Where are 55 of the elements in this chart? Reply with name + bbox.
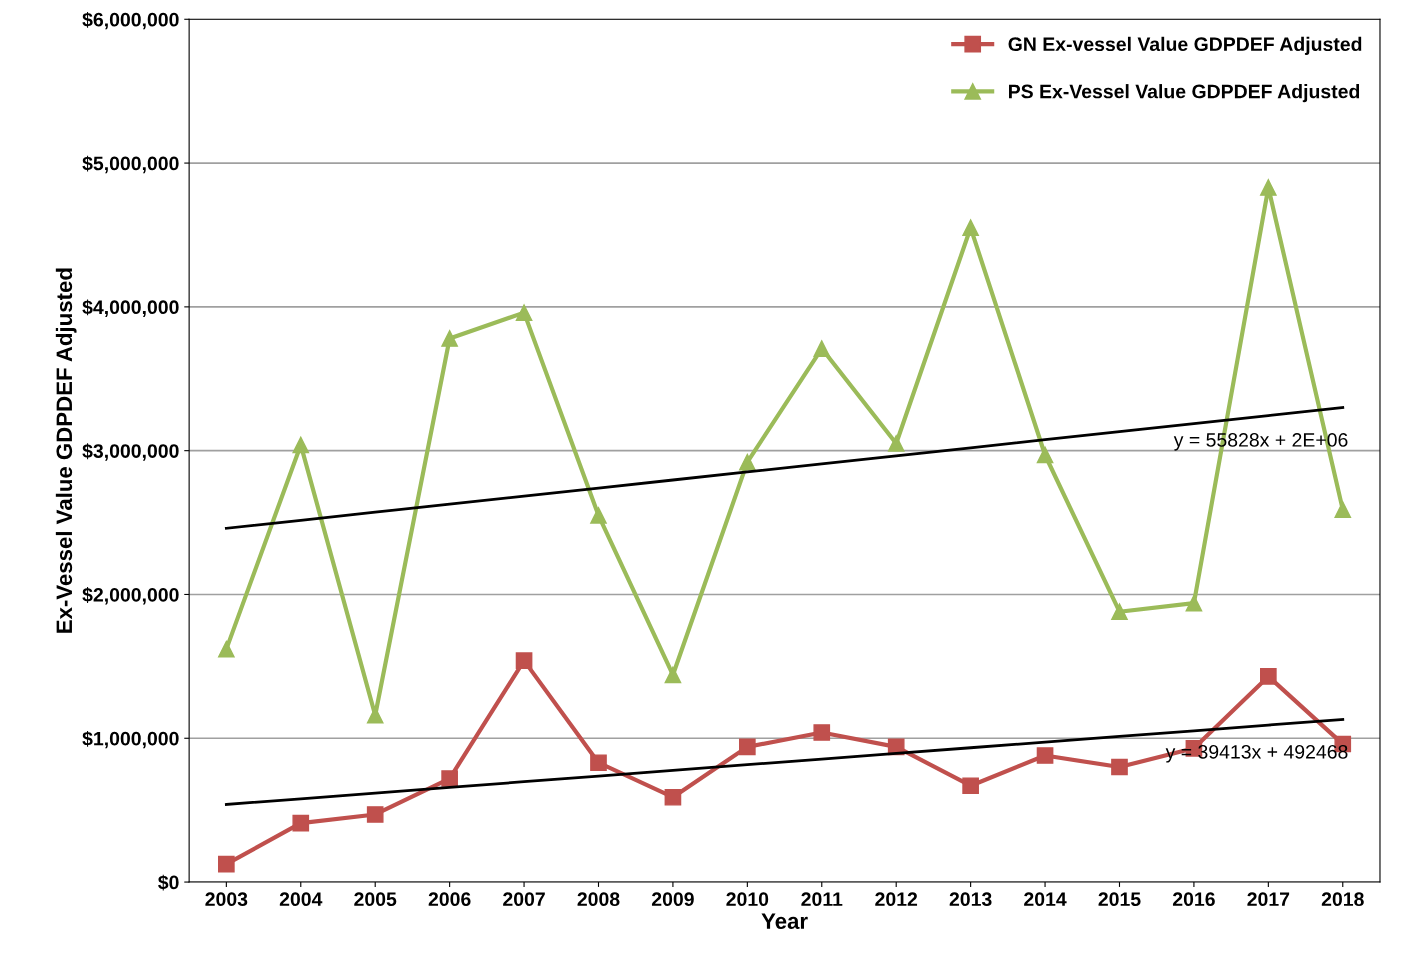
y-tick-label: $1,000,000 xyxy=(82,730,179,749)
point xyxy=(887,435,905,452)
x-tick-label: 2014 xyxy=(1024,892,1067,907)
x-tick-label: 2004 xyxy=(279,892,323,907)
legend-label: GN Ex-vessel Value GDPDEF Adjusted xyxy=(1008,36,1362,55)
point xyxy=(813,340,831,357)
x-tick-label: 2017 xyxy=(1247,892,1290,907)
x-tick-label: 2015 xyxy=(1098,892,1141,907)
point xyxy=(292,814,310,832)
point xyxy=(590,507,607,524)
y-tick-label: $3,000,000 xyxy=(82,443,179,461)
x-tick-label: 2012 xyxy=(875,892,918,907)
y-axis-title: Ex-Vessel Value GDPDEF Adjusted xyxy=(55,268,77,633)
point xyxy=(1334,501,1352,518)
x-tick-label: 2009 xyxy=(651,892,694,907)
legend-label: PS Ex-Vessel Value GDPDEF Adjusted xyxy=(1009,84,1360,103)
x-tick-label: 2016 xyxy=(1172,892,1215,907)
point xyxy=(1111,603,1128,621)
point xyxy=(515,652,533,669)
x-tick-label: 2003 xyxy=(205,892,248,907)
x-tick-label: 2010 xyxy=(726,892,769,907)
point xyxy=(962,219,979,237)
point xyxy=(218,640,235,658)
point xyxy=(739,453,756,471)
x-tick-label: 2008 xyxy=(577,892,620,907)
point xyxy=(1260,668,1277,685)
x-axis-title: Year xyxy=(761,913,808,930)
point xyxy=(1185,594,1203,612)
x-tick-label: 2007 xyxy=(503,892,545,907)
point xyxy=(1036,747,1054,764)
x-tick-label: 2006 xyxy=(428,892,471,907)
point xyxy=(739,738,756,756)
point xyxy=(813,724,831,741)
point xyxy=(1260,179,1277,196)
point xyxy=(590,754,607,772)
x-tick-label: 2005 xyxy=(354,892,397,907)
x-tick-label: 2011 xyxy=(801,892,843,907)
y-tick-label: $2,000,000 xyxy=(82,587,179,605)
y-tick-label: $5,000,000 xyxy=(82,155,179,174)
point xyxy=(664,666,682,684)
point xyxy=(1111,758,1128,776)
y-tick-label: $0 xyxy=(158,874,179,891)
point xyxy=(441,330,458,347)
point xyxy=(1036,446,1054,464)
point xyxy=(292,436,310,454)
x-tick-label: 2018 xyxy=(1321,892,1364,907)
point xyxy=(441,770,458,787)
x-tick-label: 2013 xyxy=(949,892,992,907)
y-tick-label: $6,000,000 xyxy=(82,11,179,30)
point xyxy=(515,304,533,321)
point xyxy=(962,777,979,795)
point xyxy=(218,855,235,873)
point xyxy=(366,806,384,823)
point xyxy=(664,788,682,806)
y-tick-label: $4,000,000 xyxy=(82,299,179,317)
